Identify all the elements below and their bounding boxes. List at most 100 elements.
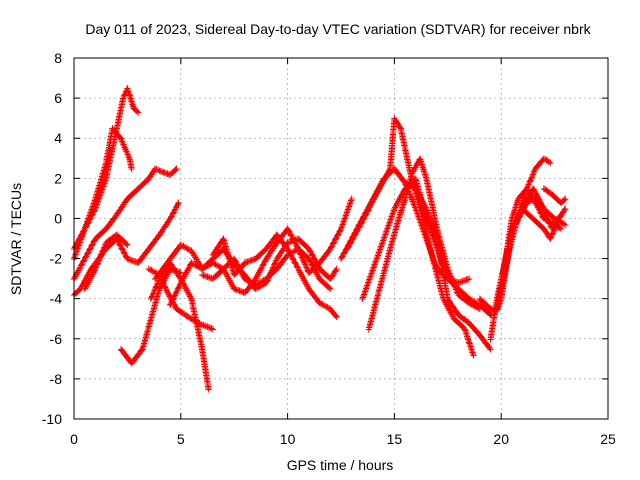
data-point-marker: + [94,185,101,199]
data-point-marker: + [562,191,569,205]
data-point-marker: + [121,88,128,102]
data-point-marker: + [102,173,109,187]
data-point-marker: + [123,83,130,97]
data-point-marker: + [117,103,124,117]
data-point-marker: + [97,175,104,189]
x-tick-label: 15 [387,431,403,447]
data-point-marker: + [74,243,81,257]
data-point-marker: + [88,202,95,216]
data-point-marker: + [111,129,118,143]
data-point-marker: + [103,152,110,166]
data-point-marker: + [466,272,473,286]
data-point-marker: + [101,176,108,190]
data-point-marker: + [102,155,109,169]
data-point-marker: + [175,195,182,209]
data-point-marker: + [87,203,94,217]
data-point-marker: + [84,212,91,226]
data-point-marker: + [127,157,134,171]
data-point-marker: + [106,155,113,169]
data-point-marker: + [99,180,106,194]
data-point-marker: + [100,163,107,177]
data-point-marker: + [75,238,82,252]
data-point-marker: + [205,382,212,396]
data-point-marker: + [123,146,130,160]
data-point-marker: + [102,157,109,171]
data-point-marker: + [98,183,105,197]
data-point-marker: + [107,132,114,146]
data-point-marker: + [116,106,123,120]
data-point-marker: + [104,162,111,176]
data-point-marker: + [101,174,108,188]
data-point-marker: + [120,138,127,152]
y-tick-label: -4 [50,291,63,307]
data-point-marker: + [78,228,85,242]
data-point-marker: + [127,91,134,105]
data-point-marker: + [103,168,110,182]
data-point-marker: + [73,236,80,250]
data-point-marker: + [107,134,114,148]
grid [74,58,608,419]
data-point-marker: + [110,136,117,150]
data-point-marker: + [110,138,117,152]
data-point-marker: + [77,229,84,243]
data-point-marker: + [81,221,88,235]
data-point-marker: + [108,126,115,140]
data-point-marker: + [109,139,116,153]
data-point-marker: + [92,200,99,214]
data-point-marker: + [111,132,118,146]
data-point-marker: + [112,126,119,140]
data-point-marker: + [93,187,100,201]
data-point-marker: + [83,217,90,231]
data-point-marker: + [105,159,112,173]
data-point-marker: + [173,161,180,175]
data-point-marker: + [91,193,98,207]
data-point-marker: + [109,123,116,137]
data-point-marker: + [116,108,123,122]
data-point-marker: + [85,209,92,223]
data-point-marker: + [117,102,124,116]
y-tick-label: -6 [50,331,63,347]
series-arc-1: ++++++++++++++++++++++++++++++++++++++++… [70,81,141,255]
y-tick-label: -8 [50,371,63,387]
data-point-marker: + [80,224,87,238]
data-point-marker: + [333,310,340,324]
data-point-marker: + [119,136,126,150]
data-point-marker: + [125,148,132,162]
data-point-marker: + [71,249,78,263]
data-point-marker: + [82,218,89,232]
data-point-marker: + [117,105,124,119]
data-point-marker: + [547,155,554,169]
data-point-marker: + [117,131,124,145]
data-point-marker: + [92,190,99,204]
data-point-marker: + [77,232,84,246]
data-point-marker: + [116,130,123,144]
data-point-marker: + [95,179,102,193]
data-point-marker: + [107,152,114,166]
data-point-marker: + [127,90,134,104]
data-point-marker: + [127,156,134,170]
data-point-marker: + [103,170,110,184]
data-point-marker: + [124,81,131,95]
data-point-marker: + [122,143,129,157]
data-point-marker: + [82,220,89,234]
data-point-marker: + [82,220,89,234]
data-point-marker: + [111,123,118,137]
series-arc-14: ++++++++++++++++++++++++++++++++++++++++… [344,111,477,362]
data-point-marker: + [71,240,78,254]
y-tick-label: 2 [54,170,62,186]
data-point-marker: + [98,169,105,183]
data-point-marker: + [107,129,114,143]
data-point-marker: + [94,194,101,208]
data-point-marker: + [106,138,113,152]
data-point-marker: + [109,141,116,155]
data-point-marker: + [105,140,112,154]
data-point-marker: + [133,104,140,118]
data-point-marker: + [129,97,136,111]
y-axis-label: SDTVAR / TECUs [8,183,24,295]
data-point-marker: + [134,105,141,119]
data-point-marker: + [114,127,121,141]
data-point-marker: + [73,238,80,252]
data-point-marker: + [95,191,102,205]
data-point-marker: + [83,215,90,229]
data-point-marker: + [87,209,94,223]
